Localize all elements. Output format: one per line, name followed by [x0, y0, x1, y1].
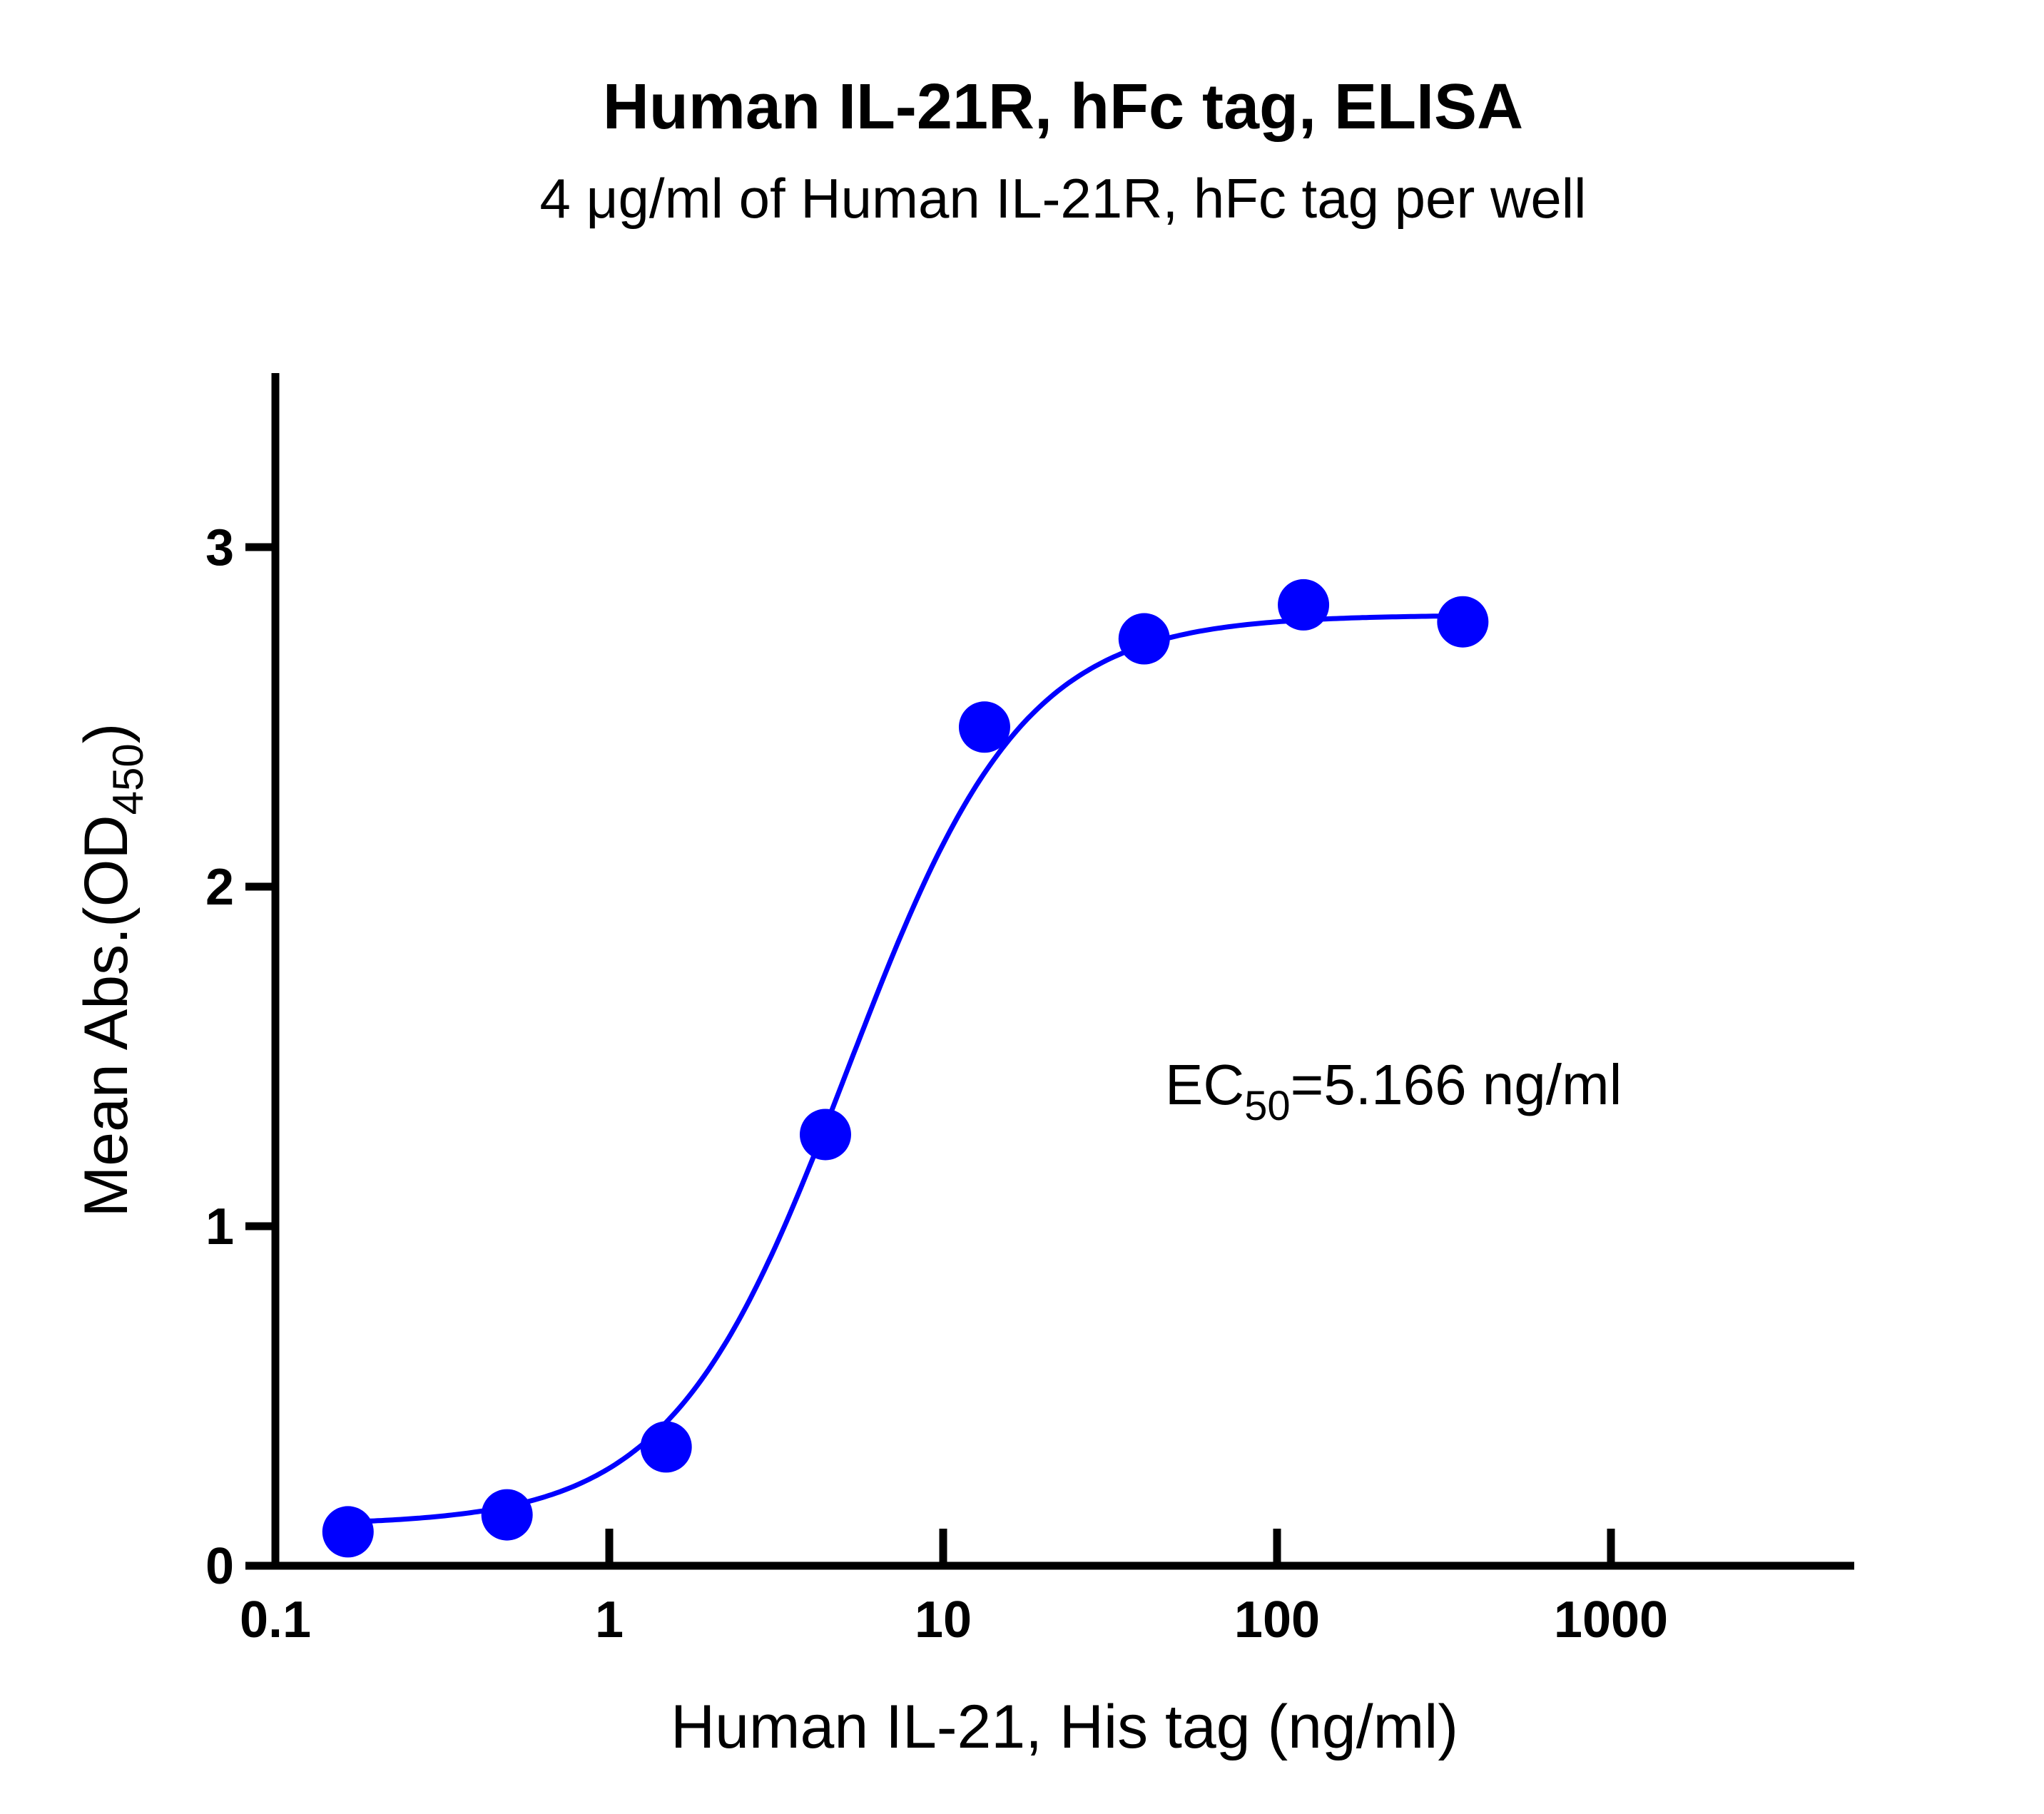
x-axis-label: Human IL-21, His tag (ng/ml) — [671, 1693, 1458, 1761]
y-tick-label: 1 — [205, 1198, 234, 1255]
y-tick-label: 2 — [205, 859, 234, 916]
x-tick-label: 100 — [1234, 1591, 1320, 1649]
x-tick-label: 0.1 — [240, 1591, 311, 1649]
chart-subtitle: 4 μg/ml of Human IL-21R, hFc tag per wel… — [540, 167, 1587, 230]
data-point — [1118, 613, 1170, 665]
data-point — [1278, 579, 1330, 631]
chart-title: Human IL-21R, hFc tag, ELISA — [603, 71, 1523, 143]
axes: 0 1 2 3 0.1 1 10 100 1000 — [205, 373, 1854, 1649]
data-point — [799, 1109, 851, 1161]
y-tick-label: 3 — [205, 519, 234, 576]
y-tick-label: 0 — [205, 1538, 234, 1595]
data-point — [481, 1489, 533, 1541]
y-axis-label: Mean Abs.(OD450) — [72, 723, 152, 1218]
x-tick-label: 1000 — [1554, 1591, 1668, 1649]
fit-curve — [347, 613, 1463, 1525]
data-points — [322, 579, 1489, 1558]
data-point — [640, 1421, 692, 1473]
data-point — [958, 701, 1010, 753]
x-tick-label: 10 — [915, 1591, 972, 1649]
data-point — [1437, 596, 1489, 648]
data-point — [322, 1506, 374, 1558]
x-tick-label: 1 — [595, 1591, 624, 1649]
ec50-annotation: EC50=5.166 ng/ml — [1165, 1053, 1622, 1129]
